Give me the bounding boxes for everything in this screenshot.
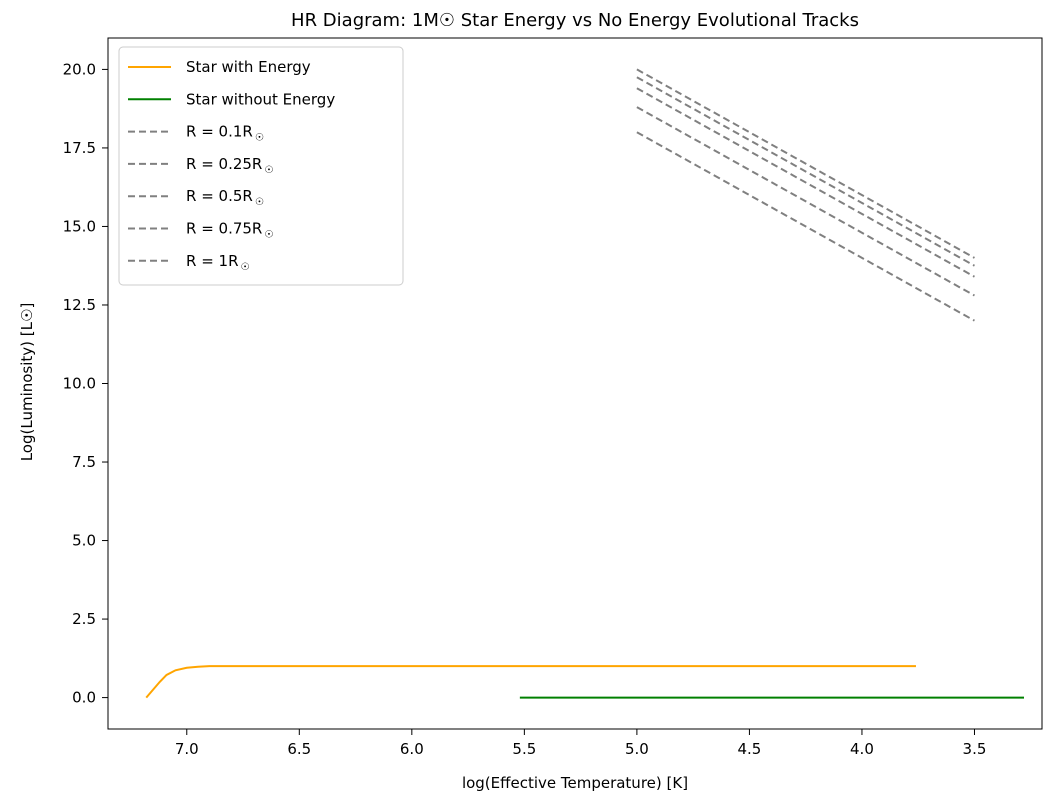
legend: Star with Energy Star without Energy R = 0… <box>118 46 404 286</box>
y-tick-label: 15.0 <box>63 217 96 235</box>
series-line-6 <box>636 68 975 259</box>
legend-label-subscript: ☉ <box>255 133 264 144</box>
x-tick-label: 6.0 <box>400 740 424 758</box>
legend-label: R = 0.5R ☉ <box>186 187 264 208</box>
x-axis: 7.0 6.5 6.0 5.5 5.0 4.5 4.0 3.5 <box>175 729 987 758</box>
y-tick-label: 20.0 <box>63 60 96 78</box>
y-axis-label: Log(Luminosity) [L☉] <box>18 303 36 462</box>
x-tick-label: 3.5 <box>963 740 987 758</box>
legend-label: R = 0.75R ☉ <box>186 220 273 241</box>
series-layer <box>145 68 1024 699</box>
legend-label-subscript: ☉ <box>264 165 273 176</box>
y-tick-label: 5.0 <box>72 532 96 550</box>
series-line-2 <box>636 131 975 322</box>
x-axis-label: log(Effective Temperature) [K] <box>462 774 688 792</box>
x-tick-label: 4.0 <box>850 740 874 758</box>
y-tick-label: 7.5 <box>72 453 96 471</box>
y-tick-label: 10.0 <box>63 375 96 393</box>
legend-label: Star without Energy <box>186 90 335 108</box>
y-tick-label: 17.5 <box>63 139 96 157</box>
legend-label: R = 0.25R ☉ <box>186 155 273 176</box>
x-tick-label: 5.0 <box>625 740 649 758</box>
legend-label-subscript: ☉ <box>241 262 250 273</box>
series-line-0 <box>145 665 916 699</box>
series-line-4 <box>636 87 975 278</box>
x-tick-label: 7.0 <box>175 740 199 758</box>
series-line-3 <box>636 106 975 297</box>
y-tick-label: 0.0 <box>72 689 96 707</box>
legend-label: Star with Energy <box>186 58 311 76</box>
legend-label: R = 1R ☉ <box>186 252 250 273</box>
y-tick-label: 12.5 <box>63 296 96 314</box>
x-tick-label: 6.5 <box>287 740 311 758</box>
legend-label-subscript: ☉ <box>264 230 273 241</box>
legend-label-subscript: ☉ <box>255 197 264 208</box>
legend-label: R = 0.1R ☉ <box>186 123 264 144</box>
chart-title: HR Diagram: 1M☉ Star Energy vs No Energy… <box>291 10 859 31</box>
y-axis: 0.0 2.5 5.0 7.5 10.0 12.5 15.0 17.5 20.0 <box>63 60 108 707</box>
y-tick-label: 2.5 <box>72 610 96 628</box>
x-tick-label: 4.5 <box>737 740 761 758</box>
x-tick-label: 5.5 <box>512 740 536 758</box>
series-line-5 <box>636 76 975 267</box>
legend-box <box>118 46 404 286</box>
